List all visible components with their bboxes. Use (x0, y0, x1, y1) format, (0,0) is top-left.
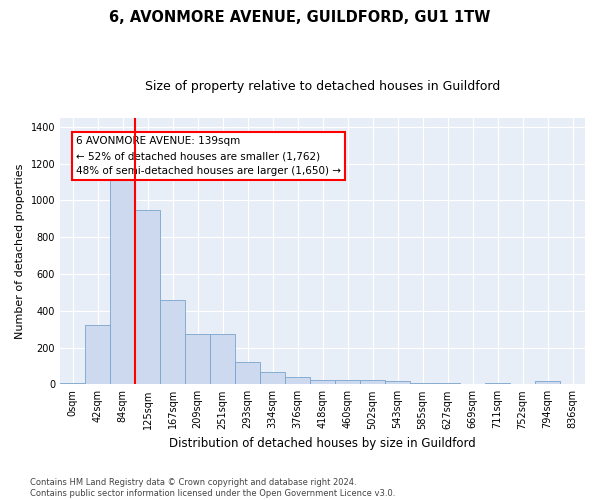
Bar (385, 381, 410, 384)
Bar (210, 334, 235, 384)
Bar (310, 380, 335, 384)
Bar (260, 372, 285, 384)
Bar (135, 210, 160, 384)
Bar (185, 334, 210, 384)
Bar (85, 324, 110, 384)
Bar (160, 300, 185, 384)
Text: 6, AVONMORE AVENUE, GUILDFORD, GU1 1TW: 6, AVONMORE AVENUE, GUILDFORD, GU1 1TW (109, 10, 491, 25)
Bar (110, 180, 135, 384)
Text: Contains HM Land Registry data © Crown copyright and database right 2024.
Contai: Contains HM Land Registry data © Crown c… (30, 478, 395, 498)
Bar (535, 381, 560, 384)
Text: 6 AVONMORE AVENUE: 139sqm
← 52% of detached houses are smaller (1,762)
48% of se: 6 AVONMORE AVENUE: 139sqm ← 52% of detac… (76, 136, 341, 176)
Bar (335, 380, 360, 384)
Bar (235, 362, 260, 384)
Bar (285, 378, 310, 384)
X-axis label: Distribution of detached houses by size in Guildford: Distribution of detached houses by size … (169, 437, 476, 450)
Title: Size of property relative to detached houses in Guildford: Size of property relative to detached ho… (145, 80, 500, 93)
Y-axis label: Number of detached properties: Number of detached properties (15, 164, 25, 338)
Bar (360, 380, 385, 384)
